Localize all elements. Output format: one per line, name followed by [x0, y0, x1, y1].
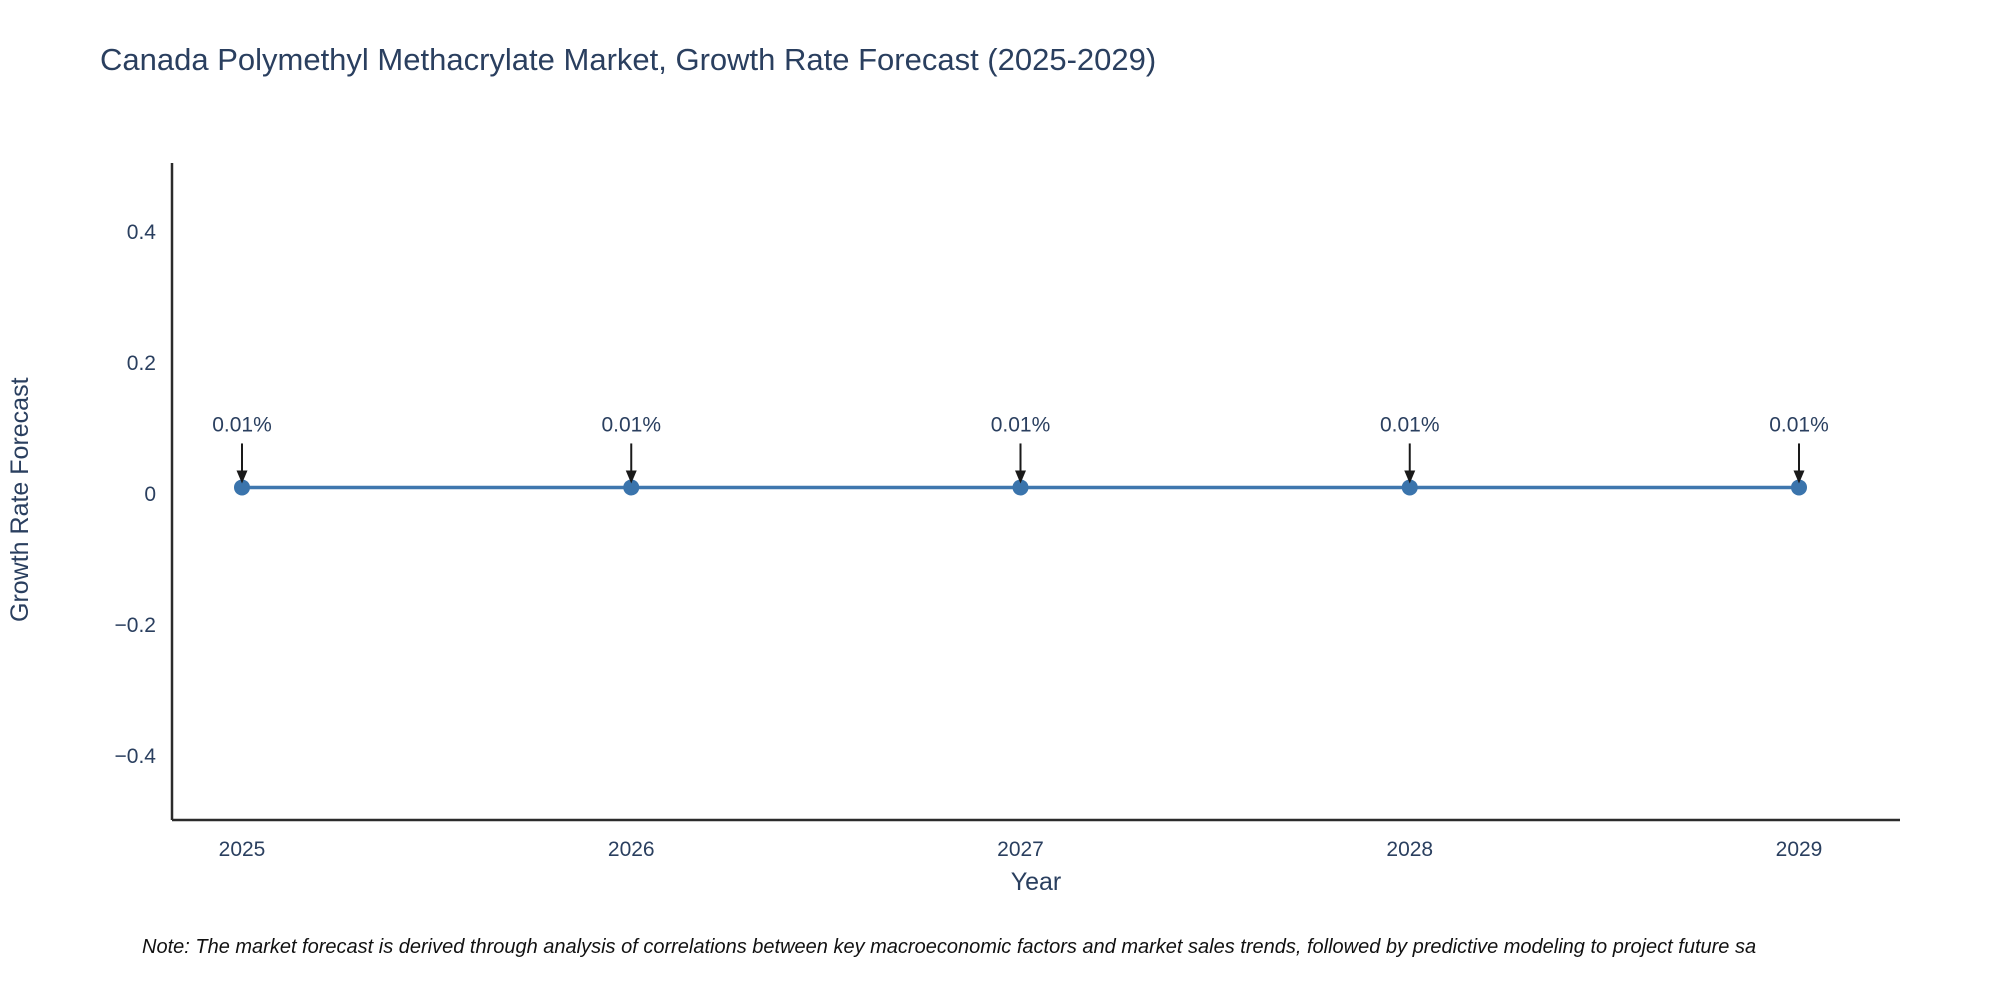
annotation-arrowhead: [236, 470, 248, 484]
annotation-label: 0.01%: [1380, 413, 1440, 436]
annotation-label: 0.01%: [212, 413, 272, 436]
annotation-arrowhead: [1793, 470, 1805, 484]
chart-title: Canada Polymethyl Methacrylate Market, G…: [100, 42, 1157, 77]
y-tick-label: 0: [144, 483, 156, 506]
annotation-arrowhead: [1015, 470, 1026, 484]
y-tick-label: 0.4: [127, 221, 157, 244]
data-point: [623, 479, 640, 496]
annotation-label: 0.01%: [1769, 413, 1829, 436]
y-tick-label: 0.2: [127, 352, 156, 375]
data-point: [1791, 479, 1807, 496]
y-tick-label: −0.4: [115, 745, 157, 768]
annotation-arrowhead: [625, 470, 637, 484]
annotation-label: 0.01%: [601, 413, 661, 436]
y-tick-label: −0.2: [115, 614, 156, 637]
x-axis-title: Year: [1010, 868, 1062, 896]
x-tick-label: 2029: [1776, 838, 1823, 861]
annotation-arrowhead: [1404, 470, 1416, 484]
annotation-label: 0.01%: [991, 413, 1051, 436]
x-tick-label: 2026: [608, 838, 655, 861]
data-point: [1401, 479, 1418, 496]
x-tick-label: 2027: [997, 838, 1044, 861]
x-tick-label: 2025: [219, 838, 266, 861]
data-point: [1012, 479, 1029, 496]
data-point: [234, 479, 250, 496]
x-tick-label: 2028: [1386, 838, 1433, 861]
footnote: Note: The market forecast is derived thr…: [142, 936, 1757, 958]
